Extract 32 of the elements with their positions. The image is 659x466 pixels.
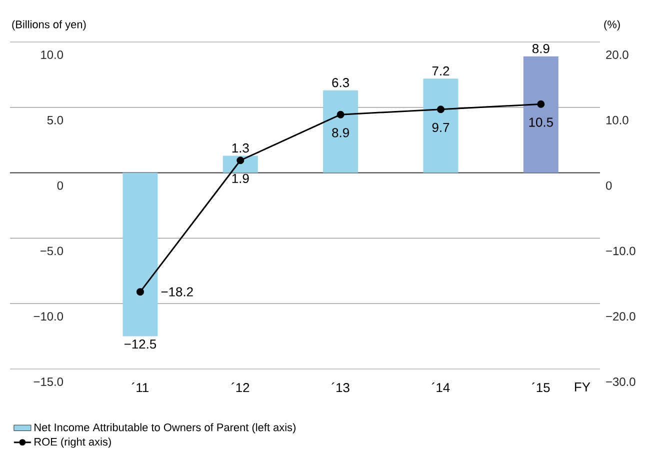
y-tick-label: −5.0 [40, 246, 64, 256]
legend-label: Net Income Attributable to Owners of Parent (left axis) [34, 423, 296, 434]
x-tick-label: ´14 [432, 382, 450, 392]
x-tick-label: ´15 [532, 382, 550, 392]
data-label: 8.9 [332, 128, 349, 138]
y2-tick-label: 20.0 [606, 50, 628, 59]
data-label: 8.9 [532, 44, 550, 54]
y-tick-label: 10.0 [41, 50, 64, 59]
data-label: 9.7 [432, 122, 450, 132]
data-label: 1.3 [232, 143, 249, 153]
y2-tick-label: −30.0 [606, 378, 636, 386]
y2-tick-label: −10.0 [606, 246, 636, 256]
y2-tick-label: 0 [606, 181, 612, 190]
data-label: 6.3 [332, 78, 349, 88]
y-tick-label: −10.0 [34, 312, 64, 321]
data-label: −18.2 [161, 287, 193, 296]
y2-tick-label: −20.0 [606, 312, 636, 321]
data-label: 1.9 [232, 174, 249, 184]
y-tick-label: 0 [57, 181, 64, 190]
y2-tick-label: 10.0 [606, 116, 628, 124]
y-tick-label: −15.0 [34, 378, 64, 386]
x-tick-label: ´11 [132, 382, 148, 392]
y-axis-title: (Billions of yen) [12, 20, 86, 30]
legend-label: ROE (right axis) [34, 438, 111, 448]
data-label: 10.5 [529, 118, 553, 127]
y2-axis-title: (%) [604, 20, 620, 30]
x-tick-label: ´12 [231, 382, 250, 392]
x-tick-label: ´13 [332, 382, 350, 392]
y-tick-label: 5.0 [47, 116, 64, 124]
data-label: −12.5 [124, 339, 156, 349]
data-label: 7.2 [432, 66, 450, 76]
x-axis-title: FY [574, 382, 590, 392]
